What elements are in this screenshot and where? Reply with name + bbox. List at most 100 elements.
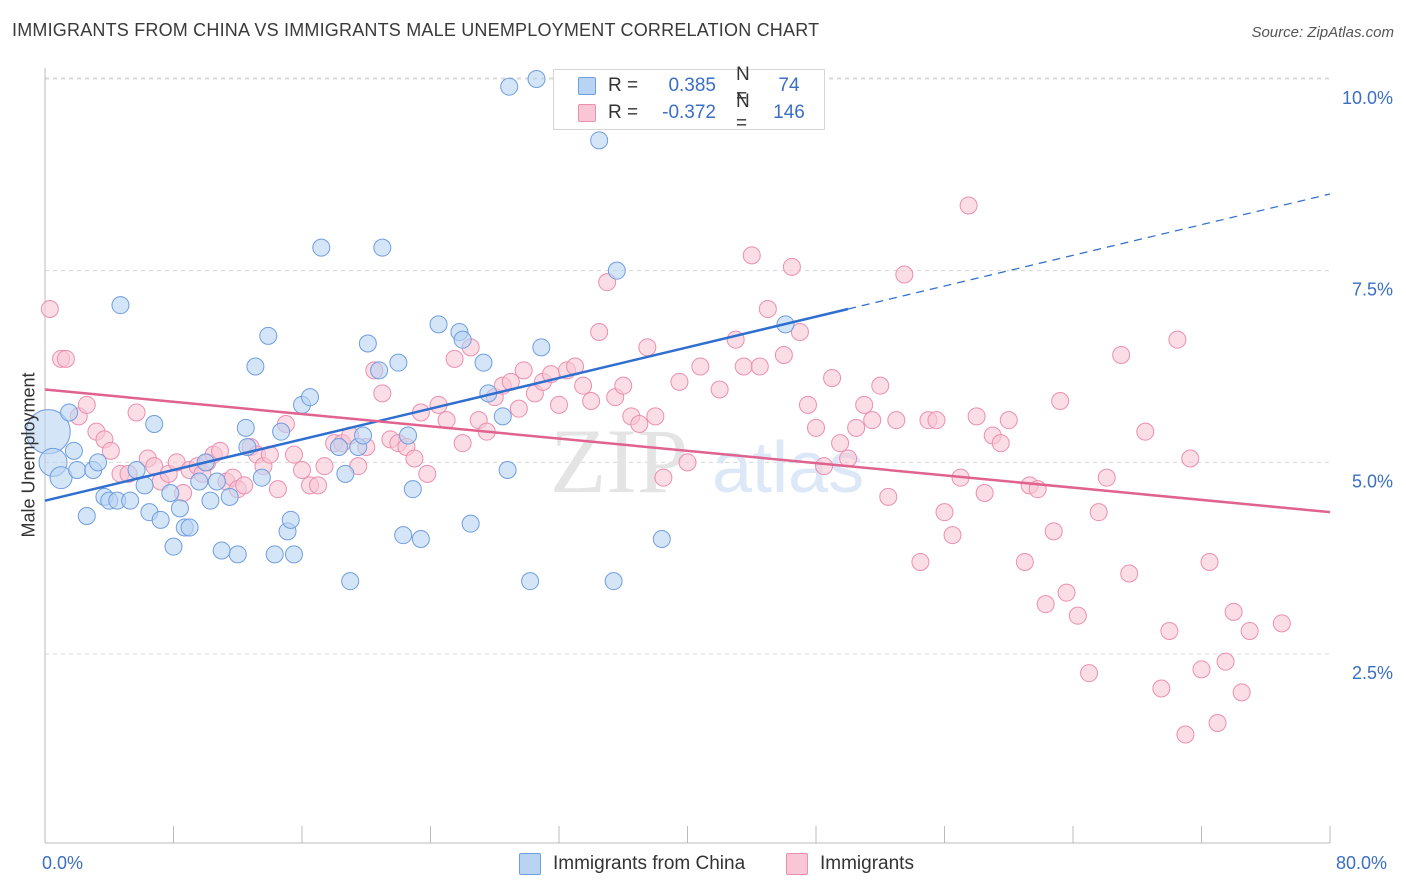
- immigrants-point-103: [887, 411, 906, 430]
- immigrants-point-88: [758, 300, 777, 318]
- china-point-28: [212, 541, 231, 560]
- immigrants-point-79: [654, 468, 673, 487]
- china-n-label: N =: [736, 64, 750, 107]
- immigrants-point-122: [1051, 392, 1070, 410]
- immigrants-point-86: [742, 246, 761, 265]
- immigrants-n-value: 146: [773, 102, 805, 123]
- immigrants-point-61: [509, 399, 528, 418]
- immigrants-point-96: [831, 434, 850, 453]
- immigrants-point-108: [935, 503, 954, 522]
- immigrants-legend-swatch: [786, 853, 808, 875]
- china-swatch: [578, 77, 596, 95]
- immigrants-point-92: [798, 395, 817, 414]
- china-point-72: [652, 530, 671, 548]
- legend-row-immigrants: R = -0.372 N = 146: [578, 91, 812, 134]
- immigrants-point-113: [975, 484, 994, 502]
- immigrants-point-34: [293, 461, 311, 479]
- immigrants-point-26: [235, 476, 254, 495]
- immigrants-point-115: [991, 434, 1010, 453]
- china-point-52: [389, 353, 408, 372]
- immigrants-point-142: [1240, 622, 1259, 640]
- immigrants-point-100: [863, 411, 882, 430]
- china-point-59: [453, 330, 472, 349]
- china-point-46: [341, 572, 360, 591]
- immigrants-point-89: [774, 346, 793, 364]
- china-point-49: [358, 334, 377, 353]
- series-immigrants-points: [40, 196, 1291, 744]
- china-legend-label: Immigrants from China: [553, 853, 746, 874]
- immigrants-point-137: [1200, 553, 1219, 571]
- china-point-43: [312, 238, 331, 257]
- china-point-53: [394, 526, 413, 545]
- immigrants-point-109: [943, 526, 962, 545]
- immigrants-point-48: [405, 449, 424, 468]
- china-point-60: [461, 514, 480, 533]
- china-point-5: [68, 461, 87, 479]
- immigrants-n-label: N =: [736, 91, 750, 134]
- china-point-70: [604, 572, 623, 591]
- china-point-66: [521, 572, 540, 591]
- immigrants-swatch: [578, 104, 596, 122]
- china-point-21: [170, 499, 189, 518]
- y-tick-label-2: 7.5%: [1352, 280, 1393, 300]
- china-point-3: [60, 403, 79, 422]
- china-r-value: 0.385: [668, 75, 716, 96]
- immigrants-point-72: [598, 273, 617, 292]
- china-point-42: [301, 388, 320, 407]
- china-point-45: [336, 464, 355, 483]
- china-point-63: [493, 407, 512, 426]
- china-point-4: [64, 441, 83, 460]
- immigrants-point-7: [101, 441, 120, 460]
- immigrants-point-53: [445, 349, 464, 368]
- bottom-legend-immigrants: Immigrants: [786, 852, 914, 876]
- immigrants-point-139: [1216, 652, 1235, 671]
- china-point-19: [161, 484, 180, 502]
- immigrants-point-31: [268, 480, 287, 499]
- china-point-18: [151, 510, 170, 529]
- grid-lines: [45, 77, 1330, 655]
- correlation-legend: R = 0.385 N = 74 R = -0.372 N = 146: [553, 64, 825, 134]
- china-point-30: [228, 545, 247, 564]
- china-point-61: [474, 353, 493, 372]
- immigrants-point-128: [1112, 346, 1131, 364]
- chart-title: IMMIGRANTS FROM CHINA VS IMMIGRANTS MALE…: [12, 20, 820, 40]
- china-trend-extension: [847, 193, 1331, 310]
- immigrants-point-117: [1015, 553, 1034, 571]
- china-point-55: [403, 480, 422, 499]
- immigrants-point-102: [879, 487, 898, 506]
- china-point-33: [246, 357, 265, 376]
- china-point-6: [77, 507, 96, 525]
- china-point-39: [281, 510, 300, 529]
- china-point-31: [236, 418, 255, 437]
- china-point-57: [429, 315, 448, 334]
- china-point-67: [527, 70, 546, 88]
- immigrants-point-140: [1224, 602, 1243, 621]
- immigrants-point-98: [847, 418, 866, 437]
- china-point-13: [121, 491, 140, 510]
- china-point-64: [498, 461, 517, 479]
- immigrants-point-104: [895, 265, 914, 284]
- immigrants-point-93: [807, 418, 825, 437]
- immigrants-point-116: [999, 411, 1018, 430]
- y-tick-label-1: 5.0%: [1352, 471, 1393, 491]
- china-point-26: [201, 491, 220, 510]
- immigrants-point-83: [710, 380, 729, 399]
- immigrants-point-80: [670, 372, 689, 391]
- immigrants-point-37: [315, 457, 334, 476]
- immigrants-point-69: [574, 376, 593, 395]
- immigrants-point-95: [823, 369, 842, 387]
- immigrants-point-36: [309, 476, 328, 495]
- immigrants-point-143: [1272, 614, 1291, 633]
- y-tick-label-0: 2.5%: [1352, 663, 1393, 683]
- china-point-56: [411, 530, 430, 548]
- immigrants-point-134: [1176, 725, 1195, 744]
- immigrants-point-136: [1192, 660, 1211, 679]
- immigrants-point-54: [453, 434, 472, 453]
- china-point-48: [354, 426, 373, 445]
- immigrants-point-81: [678, 453, 697, 472]
- immigrants-point-141: [1232, 683, 1251, 702]
- immigrants-point-129: [1120, 564, 1139, 583]
- immigrants-trend-line: [44, 388, 1331, 514]
- china-point-54: [399, 426, 418, 445]
